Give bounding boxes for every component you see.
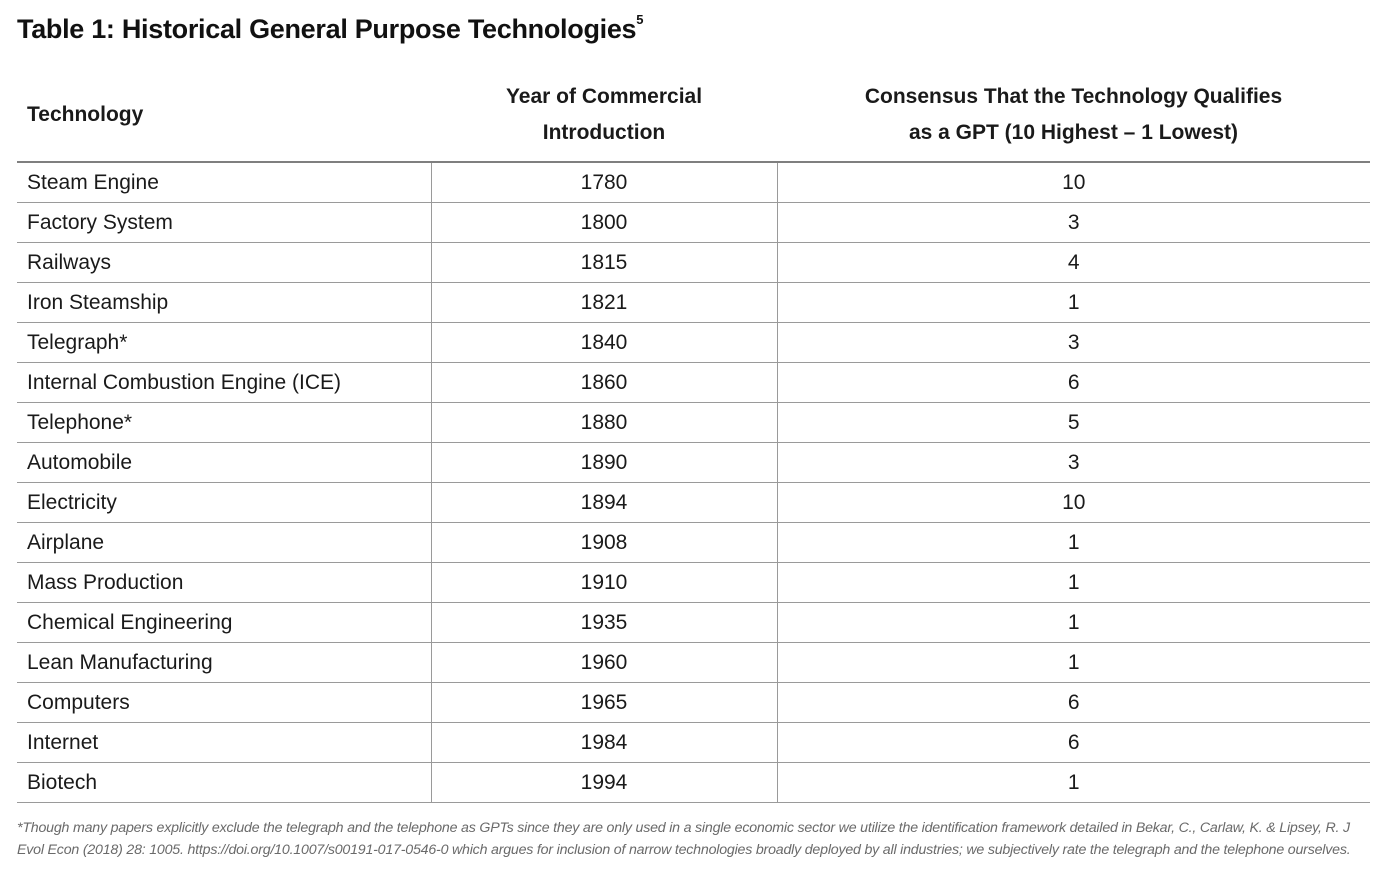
cell-score: 1	[777, 762, 1370, 803]
cell-score: 3	[777, 442, 1370, 483]
table-row: Steam Engine 1780 10	[17, 162, 1370, 203]
cell-score: 1	[777, 282, 1370, 323]
cell-technology: Factory System	[17, 202, 431, 243]
cell-technology: Internet	[17, 722, 431, 763]
cell-score: 6	[777, 722, 1370, 763]
cell-year: 1880	[430, 402, 778, 443]
cell-score: 5	[777, 402, 1370, 443]
table-row: Telephone* 1880 5	[17, 402, 1370, 443]
cell-year: 1910	[430, 562, 778, 603]
table-row: Iron Steamship 1821 1	[17, 282, 1370, 323]
cell-technology: Computers	[17, 682, 431, 723]
header-consensus-line1: Consensus That the Technology Qualifies	[864, 84, 1283, 108]
table-row: Telegraph* 1840 3	[17, 322, 1370, 363]
cell-technology: Railways	[17, 242, 431, 283]
cell-year: 1840	[430, 322, 778, 363]
cell-technology: Iron Steamship	[17, 282, 431, 323]
cell-score: 1	[777, 522, 1370, 563]
footnote-ref: 5	[636, 12, 644, 27]
cell-year: 1815	[430, 242, 778, 283]
table-row: Biotech 1994 1	[17, 762, 1370, 803]
cell-year: 1984	[430, 722, 778, 763]
header-consensus-line2: as a GPT (10 Highest – 1 Lowest)	[908, 120, 1239, 144]
cell-score: 1	[777, 562, 1370, 603]
table-row: Lean Manufacturing 1960 1	[17, 642, 1370, 683]
cell-year: 1800	[430, 202, 778, 243]
cell-year: 1935	[430, 602, 778, 643]
table-header-row: Technology Year of Commercial Introducti…	[17, 68, 1370, 163]
cell-year: 1960	[430, 642, 778, 683]
header-year-line2: Introduction	[542, 120, 666, 144]
header-year-line1: Year of Commercial	[505, 84, 703, 108]
cell-score: 4	[777, 242, 1370, 283]
cell-technology: Mass Production	[17, 562, 431, 603]
cell-score: 10	[777, 162, 1370, 203]
cell-year: 1965	[430, 682, 778, 723]
gpt-table: Technology Year of Commercial Introducti…	[17, 68, 1370, 803]
table-title: Table 1: Historical General Purpose Tech…	[17, 12, 644, 45]
cell-score: 6	[777, 362, 1370, 403]
table-row: Airplane 1908 1	[17, 522, 1370, 563]
cell-year: 1994	[430, 762, 778, 803]
table-row: Mass Production 1910 1	[17, 562, 1370, 603]
cell-score: 3	[777, 322, 1370, 363]
cell-year: 1908	[430, 522, 778, 563]
cell-year: 1894	[430, 482, 778, 523]
cell-year: 1860	[430, 362, 778, 403]
cell-technology: Chemical Engineering	[17, 602, 431, 643]
table-row: Computers 1965 6	[17, 682, 1370, 723]
footnote: *Though many papers explicitly exclude t…	[17, 820, 1351, 858]
table-row: Automobile 1890 3	[17, 442, 1370, 483]
cell-score: 1	[777, 602, 1370, 643]
cell-year: 1780	[430, 162, 778, 203]
table-row: Factory System 1800 3	[17, 202, 1370, 243]
cell-year: 1890	[430, 442, 778, 483]
table-row: Internal Combustion Engine (ICE) 1860 6	[17, 362, 1370, 403]
cell-technology: Automobile	[17, 442, 431, 483]
table-row: Railways 1815 4	[17, 242, 1370, 283]
cell-year: 1821	[430, 282, 778, 323]
cell-technology: Lean Manufacturing	[17, 642, 431, 683]
table-row: Internet 1984 6	[17, 722, 1370, 763]
table-row: Chemical Engineering 1935 1	[17, 602, 1370, 643]
cell-score: 3	[777, 202, 1370, 243]
header-technology: Technology	[17, 68, 431, 163]
cell-score: 6	[777, 682, 1370, 723]
header-year: Year of Commercial Introduction	[431, 68, 777, 163]
cell-score: 1	[777, 642, 1370, 683]
header-consensus: Consensus That the Technology Qualifies …	[777, 68, 1370, 163]
table-title-text: Table 1: Historical General Purpose Tech…	[17, 14, 637, 44]
cell-technology: Telegraph*	[17, 322, 431, 363]
cell-technology: Telephone*	[17, 402, 431, 443]
cell-score: 10	[777, 482, 1370, 523]
table-row: Electricity 1894 10	[17, 482, 1370, 523]
cell-technology: Electricity	[17, 482, 431, 523]
cell-technology: Internal Combustion Engine (ICE)	[17, 362, 431, 403]
cell-technology: Biotech	[17, 762, 431, 803]
cell-technology: Steam Engine	[17, 162, 431, 203]
cell-technology: Airplane	[17, 522, 431, 563]
